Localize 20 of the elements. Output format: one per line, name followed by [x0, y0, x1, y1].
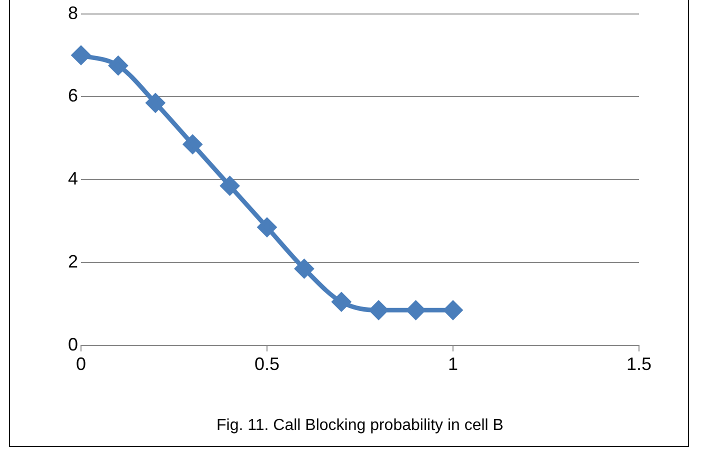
y-tick-label: 6: [68, 86, 78, 106]
point: [294, 259, 314, 278]
x-tick-label: 1.5: [626, 354, 652, 374]
y-tick-label: 8: [68, 2, 78, 23]
point: [108, 56, 128, 75]
point: [183, 135, 202, 154]
y-tick-label: 0: [68, 334, 78, 354]
point: [406, 300, 426, 320]
point: [332, 292, 351, 312]
y-tick-label: 2: [68, 251, 78, 272]
point: [220, 176, 240, 196]
x-tick-label: 1: [448, 354, 458, 374]
y-tick-label: 4: [68, 168, 78, 189]
point: [146, 94, 165, 112]
point: [72, 46, 90, 64]
x-tick-label: 0.5: [254, 354, 280, 374]
caption: Fig. 11. Call Blocking probability in cell B: [216, 417, 504, 434]
point: [258, 218, 276, 237]
point: [444, 300, 462, 320]
point: [369, 300, 388, 320]
